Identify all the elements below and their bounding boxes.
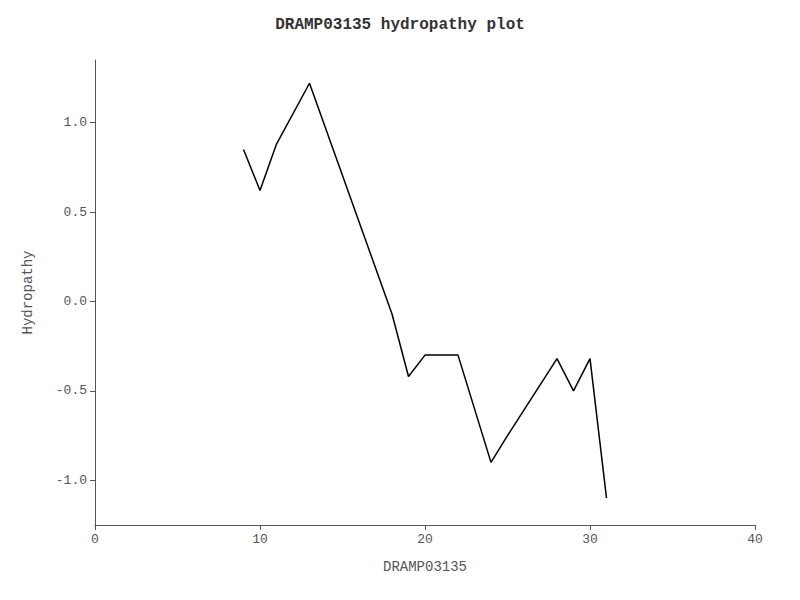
svg-text:0: 0 [91,532,99,547]
svg-text:30: 30 [582,532,598,547]
svg-text:DRAMP03135 hydropathy plot: DRAMP03135 hydropathy plot [275,16,525,34]
svg-text:20: 20 [417,532,433,547]
svg-text:1.0: 1.0 [64,115,87,130]
svg-text:DRAMP03135: DRAMP03135 [383,559,467,575]
svg-text:0.5: 0.5 [64,205,87,220]
svg-text:-0.5: -0.5 [56,383,87,398]
svg-text:-1.0: -1.0 [56,473,87,488]
svg-text:Hydropathy: Hydropathy [20,250,36,334]
svg-text:10: 10 [252,532,268,547]
svg-text:40: 40 [747,532,763,547]
svg-text:0.0: 0.0 [64,294,87,309]
